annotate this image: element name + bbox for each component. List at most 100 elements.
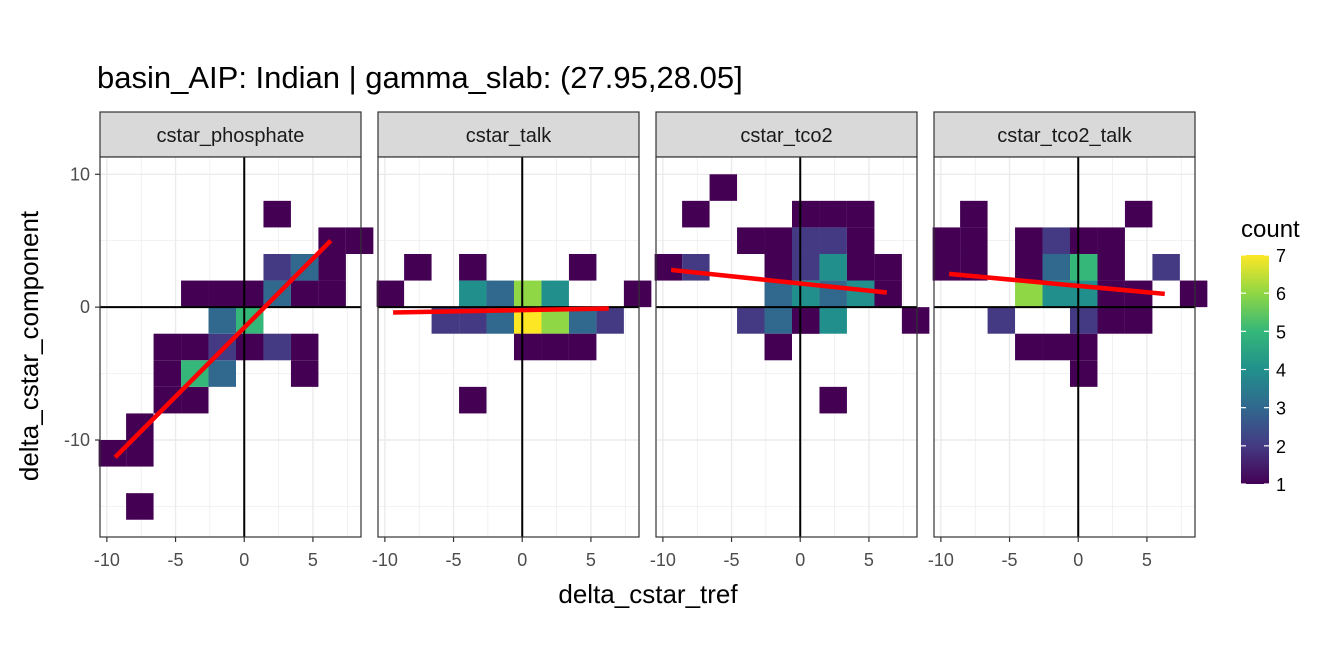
x-tick-label: -10 <box>650 550 676 570</box>
heatmap-cell <box>153 333 182 361</box>
heatmap-cell <box>1069 227 1098 254</box>
heatmap-cell <box>819 253 847 281</box>
heatmap-cell <box>932 227 961 254</box>
heatmap-cell <box>513 333 542 361</box>
heatmap-cell <box>541 333 569 361</box>
heatmap-cell <box>737 227 765 254</box>
x-tick-label: -5 <box>724 550 740 570</box>
heatmap-cell <box>1015 333 1043 361</box>
facet-strip-label: cstar_tco2 <box>740 125 832 147</box>
heatmap-cell <box>1042 227 1070 254</box>
heatmap-cell <box>791 227 820 254</box>
panel-border <box>933 156 1196 538</box>
heatmap-cell <box>1015 227 1043 254</box>
heatmap-cell <box>263 253 291 281</box>
y-axis-label: delta_cstar_component <box>14 210 44 481</box>
heatmap-cell <box>709 174 738 201</box>
facet-strip <box>377 111 640 158</box>
panel-background <box>378 157 639 537</box>
heatmap-cell <box>901 307 930 334</box>
legend-tick-label: 1 <box>1276 475 1286 495</box>
regression-line <box>670 267 888 295</box>
heatmap-cell <box>1124 307 1153 334</box>
heatmap-cell <box>960 200 988 228</box>
heatmap-cell <box>1097 307 1125 334</box>
legend-title: count <box>1241 216 1300 243</box>
x-tick-label: -10 <box>928 550 954 570</box>
x-tick-label: 5 <box>864 550 874 570</box>
x-axis-label: delta_cstar_tref <box>558 579 738 609</box>
heatmap-cell <box>1097 253 1125 281</box>
heatmap-cell <box>654 253 683 281</box>
facet-panel-cstar_phosphate: cstar_phosphate -10 -5 0 5 -10 0 10 <box>64 111 374 570</box>
facet-panels: cstar_phosphate -10 -5 0 5 -10 0 10 cstar_talk -1… <box>64 111 1208 570</box>
legend-tick-label: 5 <box>1276 322 1286 342</box>
heatmap-cell <box>153 360 182 387</box>
heatmap-cell <box>181 360 209 387</box>
heatmap-cell <box>846 200 875 228</box>
legend-tick-label: 7 <box>1276 246 1286 266</box>
heatmap-cell <box>1042 253 1070 281</box>
heatmap-cell <box>846 227 875 254</box>
heatmap-cell <box>737 307 765 334</box>
heatmap-cell <box>764 280 792 308</box>
x-tick-label: -5 <box>446 550 462 570</box>
facet-strip <box>99 111 362 158</box>
heatmap-cell <box>1097 227 1125 254</box>
heatmap-cell <box>568 307 597 334</box>
x-tick-label: -5 <box>168 550 184 570</box>
heatmap-cell <box>764 333 792 361</box>
heatmap-cell <box>459 280 487 308</box>
legend-tick-label: 2 <box>1276 437 1286 457</box>
heatmap-cell <box>568 333 597 361</box>
heatmap-cell <box>791 253 820 281</box>
heatmap-cell <box>290 280 319 308</box>
y-tick-label: 10 <box>70 164 90 184</box>
heatmap-cell <box>1069 253 1098 281</box>
heatmap-cell <box>623 280 652 308</box>
heatmap-cell <box>208 280 236 308</box>
heatmap-cell <box>764 253 792 281</box>
heatmap-cell <box>846 253 875 281</box>
heatmap-cell <box>1179 280 1208 308</box>
heatmap-cell <box>318 280 346 308</box>
heatmap-cell <box>235 280 264 308</box>
x-tick-label: 0 <box>1073 550 1083 570</box>
heatmap-cell <box>596 307 624 334</box>
heatmap-cell <box>263 333 291 361</box>
heatmap-cell <box>181 386 209 414</box>
heatmap-cell <box>1015 280 1043 308</box>
x-tick-label: -5 <box>1002 550 1018 570</box>
facet-panel-cstar_talk: cstar_talk -10 -5 0 5 <box>372 111 652 570</box>
heatmap-cell <box>376 280 405 308</box>
heatmap-cell <box>1124 200 1153 228</box>
legend-tick-label: 4 <box>1276 361 1286 381</box>
heatmap-cell <box>1015 253 1043 281</box>
heatmap-cell <box>764 307 792 334</box>
x-tick-label: 0 <box>517 550 527 570</box>
chart-title: basin_AIP: Indian | gamma_slab: (27.95,2… <box>97 60 743 95</box>
heatmap-cell <box>208 307 236 334</box>
panel-border <box>99 156 362 538</box>
heatmap-cell <box>181 280 209 308</box>
heatmap-cell <box>819 200 847 228</box>
heatmap-cell <box>459 253 487 281</box>
legend-tick-label: 6 <box>1276 284 1286 304</box>
heatmap-cell <box>318 253 346 281</box>
x-tick-label: 5 <box>586 550 596 570</box>
heatmap-cell <box>486 280 514 308</box>
legend-tick-label: 3 <box>1276 399 1286 419</box>
x-tick-label: 5 <box>1142 550 1152 570</box>
regression-line <box>113 239 333 459</box>
heatmap-cell <box>126 413 154 441</box>
heatmap-cell <box>513 280 542 308</box>
heatmap-cell <box>1069 333 1098 361</box>
heatmap-cell <box>263 200 291 228</box>
panel-border <box>655 156 918 538</box>
regression-line <box>948 271 1165 297</box>
heatmap-cell <box>1042 333 1070 361</box>
heatmap-cell <box>987 307 1016 334</box>
x-tick-label: 5 <box>308 550 318 570</box>
heatmap-cell <box>874 253 902 281</box>
